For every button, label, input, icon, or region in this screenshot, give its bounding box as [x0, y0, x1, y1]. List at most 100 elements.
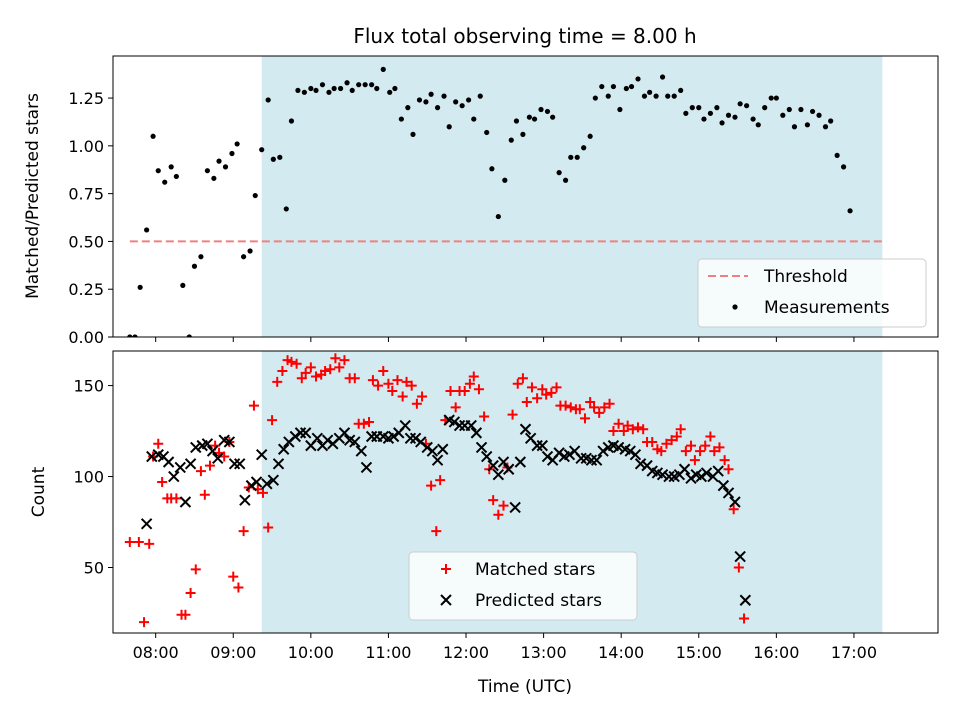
predicted-stars-point	[575, 452, 587, 465]
matched-stars-point	[565, 402, 576, 413]
predicted-stars-point	[624, 445, 636, 457]
measurements-point	[773, 95, 779, 101]
predicted-stars-point	[201, 438, 214, 450]
matched-stars-point	[512, 378, 523, 389]
measurements-point	[416, 97, 423, 103]
x-tick-label: 08:00	[133, 643, 179, 662]
measurements-point	[173, 173, 179, 180]
measurements-point	[592, 95, 598, 101]
measurements-point	[526, 114, 532, 120]
matched-stars-point	[378, 366, 389, 377]
measurements-point	[847, 208, 853, 214]
matched-stars-point	[700, 440, 711, 451]
predicted-stars-point	[729, 496, 741, 508]
measurements-point	[453, 99, 459, 105]
predicted-stars-point	[695, 470, 708, 483]
matched-stars-point	[579, 413, 590, 424]
measurements-point	[641, 93, 648, 99]
measurements-point	[308, 85, 314, 92]
predicted-stars-point	[272, 458, 285, 470]
matched-stars-point	[157, 476, 168, 487]
predicted-stars-point	[190, 441, 202, 454]
predicted-stars-point	[597, 445, 609, 457]
measurements-point	[628, 83, 635, 90]
measurements-point	[502, 177, 508, 183]
measurements-point	[744, 103, 750, 109]
measurements-point	[689, 105, 695, 111]
measurements-point	[191, 263, 198, 269]
matched-stars-point	[546, 387, 557, 398]
measurements-point	[295, 87, 301, 94]
x-tick-label: 11:00	[365, 643, 411, 662]
measurements-point	[647, 89, 653, 95]
measurements-point	[265, 97, 271, 103]
measurements-point	[132, 334, 138, 337]
predicted-stars-point	[421, 441, 433, 454]
matched-stars-point	[709, 446, 720, 457]
measurements-point	[750, 116, 756, 122]
x-tick-label: 14:00	[598, 643, 644, 662]
measurements-point	[683, 110, 689, 116]
matched-stars-point	[367, 375, 378, 386]
matched-stars-point	[695, 446, 706, 457]
matched-stars-point	[537, 384, 548, 395]
predicted-stars-point	[656, 469, 669, 481]
bottom-y-tick-label: 100	[73, 468, 104, 487]
matched-stars-point	[517, 373, 528, 384]
predicted-stars-point	[663, 470, 675, 483]
predicted-stars-point	[734, 550, 746, 563]
top-points	[127, 66, 853, 337]
predicted-stars-point	[355, 445, 367, 457]
predicted-stars-point	[212, 452, 224, 465]
measurements-point	[127, 334, 133, 337]
matched-stars-point	[488, 495, 499, 506]
matched-stars-point	[180, 609, 191, 620]
predicted-stars-point	[722, 487, 735, 499]
matched-stars-point	[526, 382, 537, 393]
predicted-stars-point	[437, 443, 449, 455]
predicted-stars-point	[453, 419, 466, 432]
matched-stars-point	[334, 362, 345, 373]
matched-stars-point	[686, 440, 697, 451]
predicted-stars-point	[234, 458, 246, 470]
predicted-stars-point	[228, 458, 241, 470]
predicted-stars-point	[502, 463, 515, 475]
matched-stars-point	[426, 480, 437, 491]
matched-stars-point	[541, 389, 552, 400]
measurements-point	[229, 150, 235, 157]
measurements-point	[270, 156, 276, 162]
measurements-point	[531, 116, 538, 122]
measurements-point	[137, 284, 143, 290]
predicted-stars-point	[480, 450, 493, 463]
measurements-point	[544, 108, 551, 115]
measurements-point	[786, 106, 792, 113]
predicted-stars-point	[487, 459, 499, 472]
matched-stars-point	[468, 371, 479, 382]
predicted-stars-point	[184, 458, 197, 470]
x-tick-label: 15:00	[676, 643, 722, 662]
predicted-stars-point	[399, 419, 411, 432]
matched-stars-point	[320, 366, 331, 377]
matched-stars-point	[638, 424, 649, 435]
predicted-stars-point	[717, 479, 730, 492]
predicted-stars-point	[206, 445, 219, 457]
measurements-point	[446, 124, 452, 130]
matched-stars-point	[296, 373, 307, 384]
measurements-point	[605, 93, 611, 99]
predicted-stars-point	[267, 474, 280, 486]
matched-stars-point	[233, 582, 244, 593]
measurements-point	[471, 116, 477, 122]
chart-title: Flux total observing time = 8.00 h	[353, 24, 696, 48]
predicted-stars-point	[509, 501, 521, 514]
measurements-point	[599, 83, 605, 90]
predicted-stars-point	[168, 470, 180, 483]
matched-stars-point	[330, 353, 341, 364]
measurements-point	[841, 164, 847, 170]
measurements-point	[362, 82, 368, 88]
legend-label: Predicted stars	[475, 591, 602, 611]
predicted-stars-point	[470, 427, 483, 439]
matched-stars-point	[714, 442, 725, 453]
measurements-point	[477, 93, 483, 99]
measurements-point	[550, 114, 556, 120]
matched-stars-point	[675, 424, 686, 435]
